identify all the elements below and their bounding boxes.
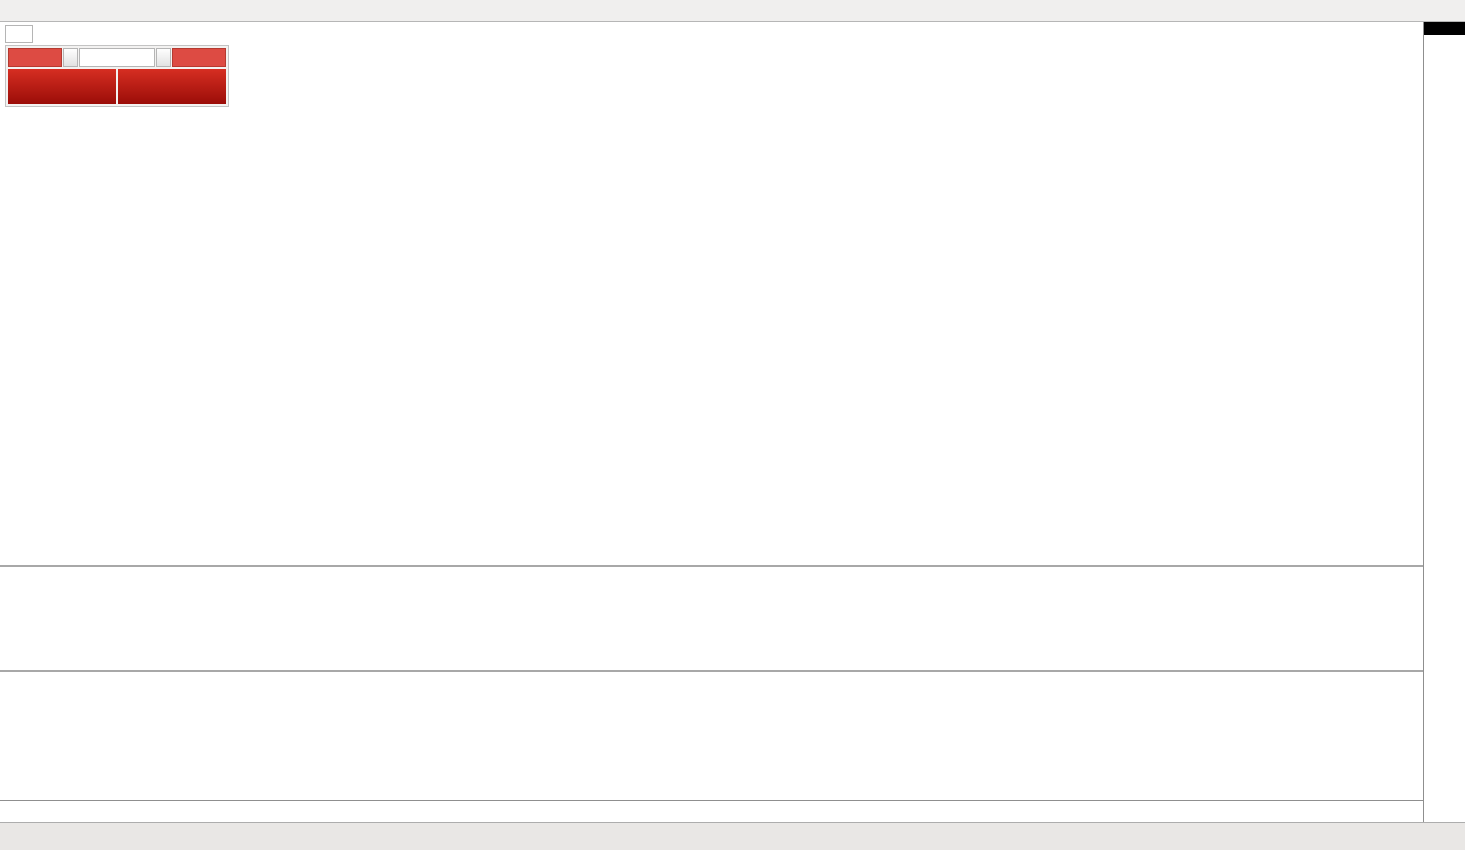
pane-splitter-rsi[interactable] (0, 670, 1423, 672)
trade-panel-prices (8, 69, 226, 104)
chart-tab-bar (0, 822, 1465, 850)
date-axis (0, 800, 1423, 822)
trade-panel-controls (8, 48, 226, 67)
main-chart-pane[interactable] (0, 22, 1423, 566)
volume-increase-icon[interactable] (156, 48, 171, 67)
buy-price-display[interactable] (118, 69, 226, 104)
current-price-tag (1424, 22, 1465, 35)
macd-pane[interactable] (0, 566, 1423, 672)
rsi-chart-canvas[interactable] (0, 672, 1423, 800)
price-axis (1423, 22, 1465, 822)
sell-price-display[interactable] (8, 69, 116, 104)
sell-button[interactable] (8, 48, 62, 67)
buy-button[interactable] (172, 48, 226, 67)
chart-header (5, 25, 33, 43)
one-click-trade-panel (5, 45, 229, 107)
volume-input[interactable] (79, 48, 155, 67)
timeframe-toolbar (0, 0, 1465, 22)
pane-splitter-macd[interactable] (0, 565, 1423, 567)
rsi-pane[interactable] (0, 672, 1423, 800)
volume-decrease-icon[interactable] (63, 48, 78, 67)
macd-chart-canvas[interactable] (0, 566, 1423, 672)
